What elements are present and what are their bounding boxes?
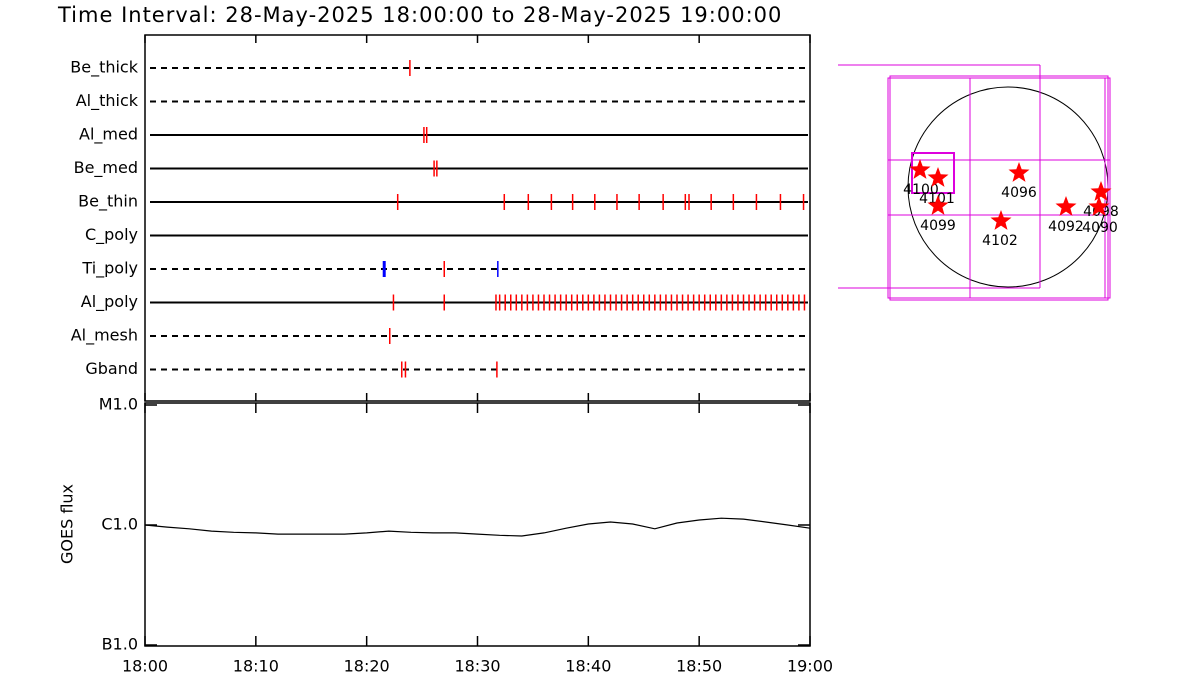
x-tick-label: 18:20 [344,657,390,676]
region-star [909,159,931,179]
row-label: Al_thick [76,91,139,111]
x-tick-label: 18:00 [122,657,168,676]
row-label: Be_thin [78,192,138,212]
row-label: Al_poly [81,292,138,312]
region-label: 4102 [982,233,1018,249]
row-label: Ti_poly [81,259,138,279]
y-tick-label: B1.0 [102,635,138,654]
region-star [1008,162,1030,182]
region-star [927,195,949,215]
region-label: 4096 [1001,185,1037,201]
x-tick-label: 18:40 [565,657,611,676]
y-tick-label: C1.0 [101,515,138,534]
x-tick-label: 18:10 [233,657,279,676]
region-star [927,167,949,187]
y-axis-label: GOES flux [58,484,77,564]
row-label: Al_mesh [71,326,138,346]
fov-boxes [838,64,1111,301]
x-tick-label: 18:30 [454,657,500,676]
region-label: 4099 [920,218,956,234]
region-label: 4092 [1048,219,1084,235]
row-label: C_poly [85,225,138,245]
title: Time Interval: 28-May-2025 18:00:00 to 2… [57,3,782,27]
sun-map: 41004101409940964102409240984090 [838,64,1119,301]
region-label: 4090 [1082,220,1118,236]
row-label: Al_med [79,125,138,145]
region-star [1088,196,1110,216]
row-label: Gband [85,359,138,378]
y-tick-label: M1.0 [99,395,138,414]
region-star [1055,196,1077,216]
row-label: Be_thick [70,58,138,78]
x-tick-label: 19:00 [787,657,833,676]
x-tick-label: 18:50 [676,657,722,676]
row-label: Be_med [74,158,138,178]
region-star [1090,181,1112,201]
goes-line [144,517,811,537]
region-label: 4100 [903,182,939,198]
region-star [990,210,1012,230]
